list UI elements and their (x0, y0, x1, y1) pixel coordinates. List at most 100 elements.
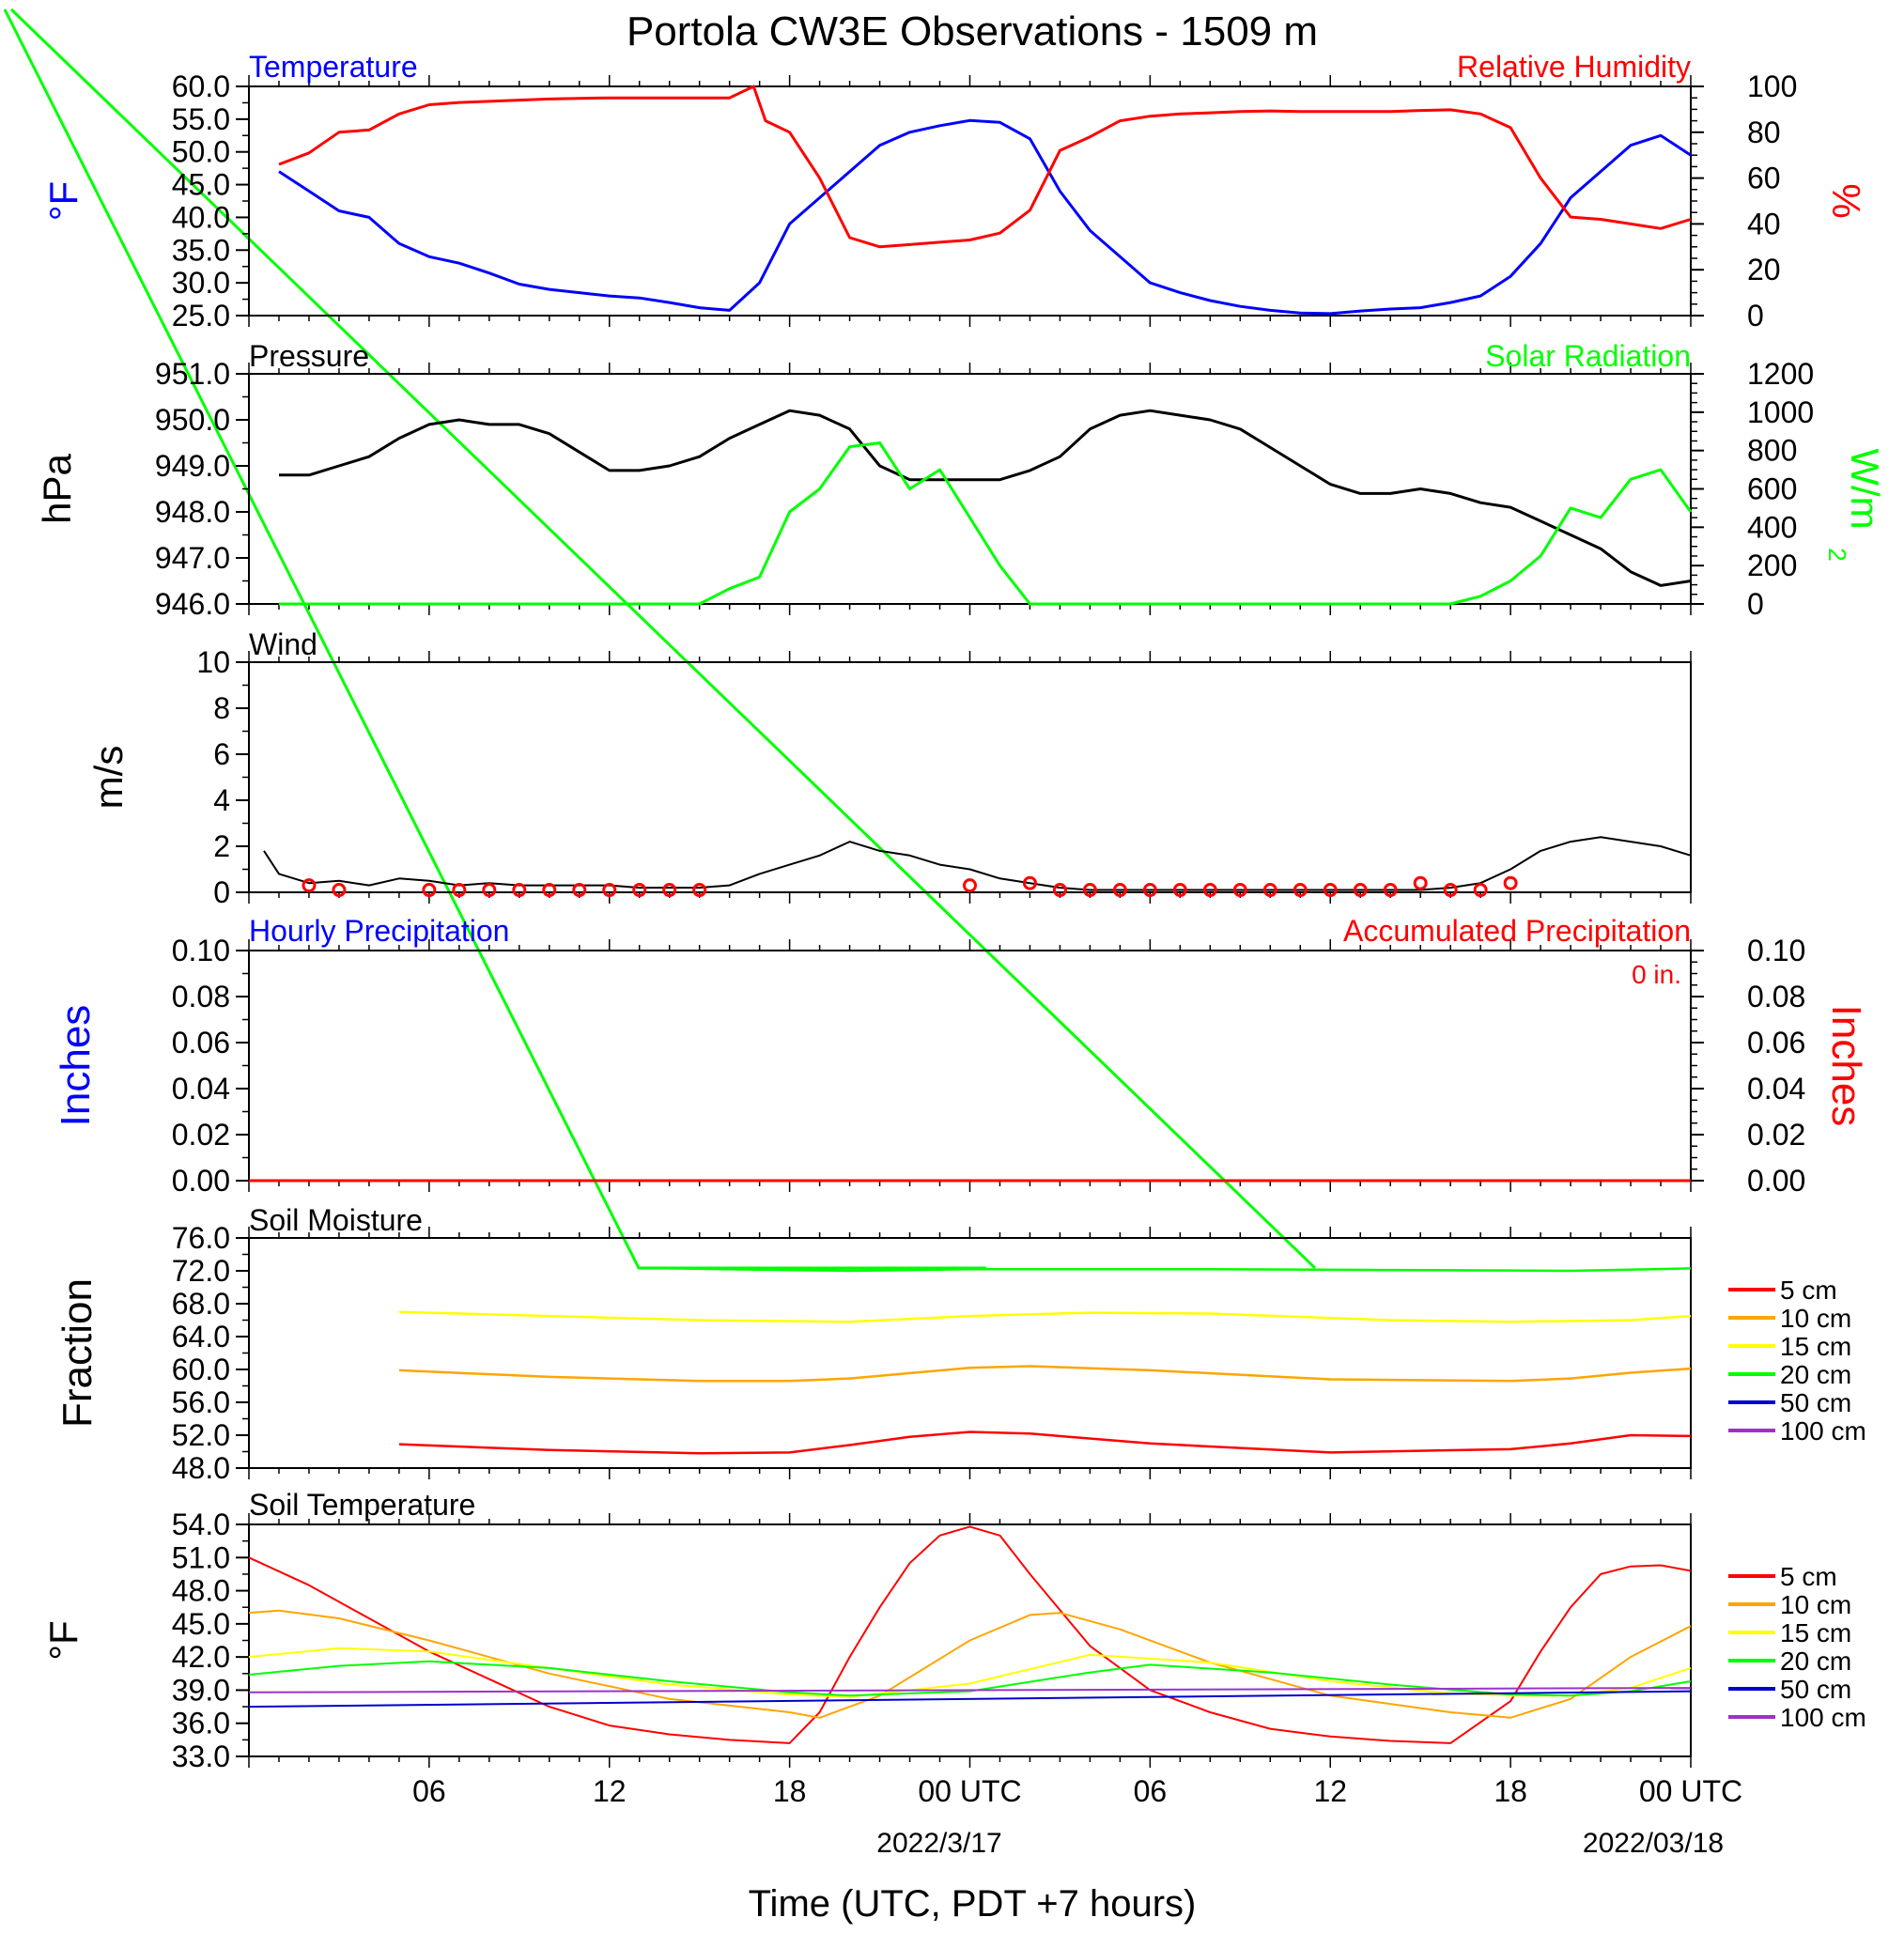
y-tick-label: 30.0 (172, 266, 230, 300)
y-tick-label: 0.04 (1747, 1072, 1805, 1106)
y-tick-label: 946.0 (155, 587, 230, 621)
y-unit-left: °F (41, 1620, 85, 1660)
legend-label: 5 cm (1780, 1276, 1837, 1305)
y-tick-label: 39.0 (172, 1673, 230, 1707)
panel-label-humidity: Relative Humidity (1457, 50, 1691, 84)
series-soil-moisture-0 (398, 1430, 1692, 1455)
y-tick-label: 0.00 (1747, 1164, 1805, 1198)
series-soil-temp-5 (248, 1687, 1692, 1693)
y-tick-label: 8 (213, 691, 230, 725)
legend-label: 20 cm (1780, 1360, 1851, 1389)
y-tick-label: 48.0 (172, 1451, 230, 1485)
panel-label-wind: Wind (249, 627, 317, 661)
decor-line (9, 8, 1317, 1270)
calm-marker (632, 883, 647, 898)
panel-label-pressure: Pressure (249, 339, 369, 373)
y-tick-label: 400 (1747, 510, 1797, 544)
y-unit-right-sup: 2 (1823, 548, 1851, 561)
x-tick-label: 00 UTC (1639, 1774, 1742, 1808)
y-tick-label: 40 (1747, 207, 1781, 240)
panel-soil_temp: 54.051.048.045.042.039.036.033.0 Soil Tem… (41, 1488, 1866, 1808)
calm-marker (1413, 875, 1428, 890)
y-tick-label: 948.0 (155, 495, 230, 529)
panel-label-hourly-precip: Hourly Precipitation (249, 914, 509, 948)
calm-marker (452, 883, 467, 898)
y-tick-label: 0.10 (1747, 934, 1805, 967)
y-tick-label: 0 (213, 875, 230, 909)
y-tick-label: 800 (1747, 434, 1797, 468)
series-soil-temp-0 (248, 1525, 1692, 1744)
calm-marker (542, 883, 557, 898)
y-tick-label: 45.0 (172, 1607, 230, 1641)
legend-label: 20 cm (1780, 1647, 1851, 1676)
y-tick-label: 0.10 (172, 934, 230, 967)
calm-marker (482, 883, 497, 898)
legend-label: 50 cm (1780, 1675, 1851, 1704)
chart-title: Portola CW3E Observations - 1509 m (627, 8, 1318, 54)
y-tick-label: 60.0 (172, 1353, 230, 1386)
panel-label-soil-temperature: Soil Temperature (249, 1488, 475, 1522)
legend-label: 10 cm (1780, 1304, 1851, 1333)
y-tick-label: 947.0 (155, 541, 230, 575)
series-soil-temp-3 (248, 1660, 1692, 1697)
legend-label: 100 cm (1780, 1703, 1866, 1732)
calm-marker (1022, 875, 1037, 890)
calm-marker (1323, 883, 1338, 898)
calm-marker (1353, 883, 1368, 898)
y-tick-label: 60 (1747, 162, 1781, 195)
panels: 60.055.050.045.040.035.030.025.010080604… (35, 50, 1887, 1808)
calm-marker (1112, 883, 1127, 898)
decor-lines (3, 8, 1317, 1270)
y-tick-label: 0.02 (172, 1118, 230, 1152)
y-tick-label: 52.0 (172, 1418, 230, 1452)
y-tick-label: 6 (213, 737, 230, 771)
y-tick-label: 100 (1747, 70, 1797, 103)
series-solar-radiation (279, 441, 1693, 606)
x-tick-label: 06 (412, 1774, 446, 1808)
calm-marker (1293, 883, 1308, 898)
legend-label: 5 cm (1780, 1562, 1837, 1591)
y-tick-label: 4 (213, 783, 230, 817)
x-date-1: 2022/3/17 (876, 1828, 1001, 1859)
x-date-2: 2022/03/18 (1583, 1828, 1724, 1859)
calm-marker (422, 883, 437, 898)
calm-marker (1473, 883, 1488, 898)
panel-label-soil-moisture: Soil Moisture (249, 1203, 423, 1237)
y-tick-label: 200 (1747, 549, 1797, 582)
y-unit-right: W/m (1843, 448, 1887, 529)
y-unit-right: % (1824, 183, 1868, 218)
x-tick-label: 18 (1494, 1774, 1527, 1808)
y-tick-label: 42.0 (172, 1640, 230, 1674)
y-tick-label: 50.0 (172, 135, 230, 169)
y-tick-label: 33.0 (172, 1740, 230, 1773)
y-tick-label: 950.0 (155, 403, 230, 437)
calm-marker (1202, 883, 1217, 898)
panel-pressure: 951.0 950.0 949.0 948.0 947.0 946.0 1200 1000 80… (35, 339, 1887, 621)
x-tick-label: 12 (593, 1774, 627, 1808)
y-tick-label: 40.0 (172, 200, 230, 234)
y-tick-label: 0.08 (172, 980, 230, 1013)
y-tick-label: 10 (196, 645, 230, 679)
y-tick-label: 45.0 (172, 168, 230, 202)
calm-marker (1142, 883, 1157, 898)
calm-marker (1052, 883, 1067, 898)
y-tick-label: 68.0 (172, 1287, 230, 1321)
series-soil-temp-1 (248, 1609, 1692, 1719)
y-tick-label: 949.0 (155, 449, 230, 483)
y-unit-left: °F (41, 181, 85, 221)
y-tick-label: 1200 (1747, 357, 1814, 391)
x-tick-label: 12 (1313, 1774, 1347, 1808)
x-axis-label: Time (UTC, PDT +7 hours) (749, 1883, 1197, 1925)
y-tick-label: 35.0 (172, 233, 230, 267)
calm-marker (1262, 883, 1277, 898)
x-tick-label: 18 (773, 1774, 807, 1808)
y-tick-label: 0.04 (172, 1072, 230, 1106)
y-tick-label: 2 (213, 829, 230, 863)
panel-label-accum-precip: Accumulated Precipitation (1343, 914, 1691, 948)
legend-label: 10 cm (1780, 1590, 1851, 1619)
panel-temp_rh: 60.055.050.045.040.035.030.025.0 100 80 60 4… (41, 50, 1868, 332)
calm-marker (692, 883, 707, 898)
y-tick-label: 48.0 (172, 1574, 230, 1608)
